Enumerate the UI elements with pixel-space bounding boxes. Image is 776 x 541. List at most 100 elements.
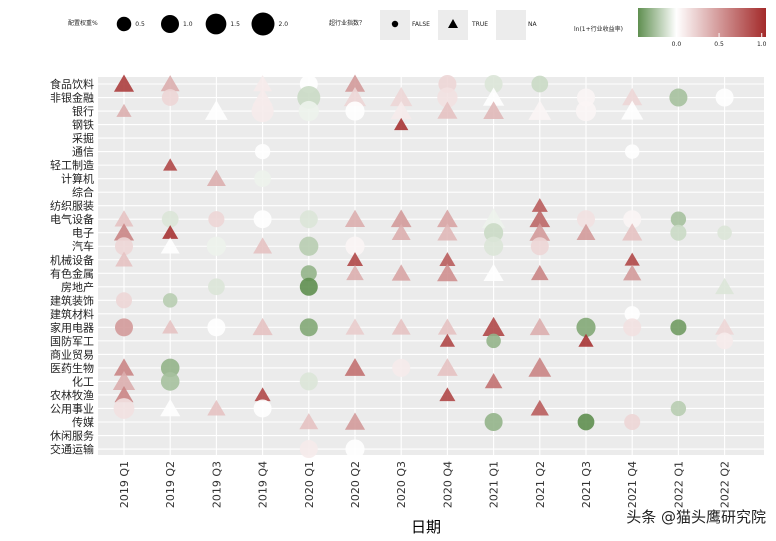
data-point-triangle bbox=[112, 370, 136, 391]
y-tick-label: 医药生物 bbox=[50, 361, 94, 375]
legend-color-title: ln(1+行业收益率) bbox=[574, 25, 623, 33]
data-point-circle bbox=[115, 292, 133, 309]
legend-size-label: 1.0 bbox=[183, 21, 193, 28]
y-tick-label: 建筑材料 bbox=[50, 307, 94, 321]
y-tick-label: 传媒 bbox=[72, 416, 94, 429]
data-point-triangle bbox=[115, 251, 133, 267]
data-point-triangle bbox=[530, 399, 549, 416]
data-point-circle bbox=[345, 439, 365, 459]
data-point-circle bbox=[162, 293, 178, 308]
data-point-triangle bbox=[390, 87, 413, 107]
legend-triangle-icon bbox=[448, 19, 458, 28]
data-point-triangle bbox=[390, 101, 412, 120]
data-point-triangle bbox=[346, 264, 364, 281]
data-point-circle bbox=[670, 400, 687, 417]
data-point-circle bbox=[345, 101, 365, 121]
data-point-triangle bbox=[437, 209, 458, 228]
data-point-circle bbox=[114, 318, 134, 337]
legend-shape-title: 超行业指数？ bbox=[329, 19, 365, 27]
data-point-triangle bbox=[531, 198, 548, 212]
x-tick-label: 2019 Q3 bbox=[210, 461, 223, 508]
data-point-triangle bbox=[252, 88, 273, 106]
data-point-triangle bbox=[531, 264, 549, 281]
data-point-circle bbox=[623, 318, 642, 337]
data-point-triangle bbox=[346, 252, 364, 266]
y-tick-label: 机械设备 bbox=[50, 253, 94, 267]
data-point-triangle bbox=[622, 88, 643, 106]
data-point-triangle bbox=[390, 209, 412, 228]
data-point-triangle bbox=[343, 87, 367, 107]
colorbar bbox=[638, 8, 766, 37]
data-point-circle bbox=[160, 358, 180, 378]
data-point-triangle bbox=[621, 100, 644, 120]
data-point-circle bbox=[113, 398, 135, 419]
y-tick-label: 采掘 bbox=[72, 131, 94, 145]
legend-shape-false-label: FALSE bbox=[412, 21, 430, 28]
data-point-circle bbox=[437, 87, 458, 108]
data-point-circle bbox=[251, 99, 274, 123]
plot-panel bbox=[98, 77, 764, 455]
data-point-circle bbox=[254, 143, 271, 160]
data-point-circle bbox=[484, 236, 504, 256]
x-tick-label: 2022 Q2 bbox=[719, 461, 732, 508]
data-point-triangle bbox=[163, 158, 178, 171]
y-tick-label: 国防军工 bbox=[50, 334, 94, 348]
data-point-circle bbox=[715, 88, 734, 107]
data-point-triangle bbox=[394, 117, 409, 131]
data-point-circle bbox=[624, 306, 640, 322]
x-tick-label: 2019 Q2 bbox=[164, 461, 177, 508]
data-point-triangle bbox=[345, 318, 365, 335]
data-point-circle bbox=[161, 210, 179, 228]
data-point-circle bbox=[716, 332, 733, 350]
data-point-circle bbox=[299, 372, 318, 391]
data-point-triangle bbox=[299, 413, 319, 430]
data-point-triangle bbox=[205, 100, 228, 120]
data-point-triangle bbox=[483, 101, 504, 120]
legend-size-label: 0.5 bbox=[135, 21, 145, 28]
x-tick-label: 2022 Q1 bbox=[672, 461, 685, 508]
data-point-circle bbox=[670, 211, 687, 227]
data-point-triangle bbox=[715, 277, 735, 295]
data-point-triangle bbox=[437, 223, 458, 241]
data-point-triangle bbox=[439, 387, 456, 402]
data-point-triangle bbox=[439, 333, 456, 347]
data-point-triangle bbox=[113, 358, 135, 376]
legend-size-label: 2.0 bbox=[279, 21, 289, 28]
data-point-circle bbox=[624, 144, 640, 159]
data-point-triangle bbox=[578, 333, 594, 347]
data-point-triangle bbox=[528, 100, 552, 120]
data-point-circle bbox=[392, 358, 411, 377]
data-point-triangle bbox=[391, 264, 411, 281]
legend-size-circle bbox=[251, 12, 275, 36]
legend-size-circle bbox=[160, 14, 180, 34]
x-axis-title: 日期 bbox=[411, 518, 441, 536]
y-tick-label: 家用电器 bbox=[50, 320, 94, 334]
data-point-triangle bbox=[529, 209, 551, 228]
legend-shape-na-label: NA bbox=[528, 21, 537, 28]
colorbar-tick-label: 0.5 bbox=[714, 41, 724, 48]
x-tick-label: 2021 Q3 bbox=[580, 461, 593, 508]
watermark-text: 头条 @猫头鹰研究院 bbox=[626, 508, 766, 526]
data-point-triangle bbox=[391, 318, 411, 335]
legend-shape: 超行业指数？ FALSE TRUE NA bbox=[329, 10, 537, 40]
y-tick-label: 钢铁 bbox=[72, 119, 94, 132]
data-point-triangle bbox=[529, 222, 551, 241]
y-tick-label: 通信 bbox=[72, 146, 94, 159]
data-point-triangle bbox=[160, 398, 181, 417]
y-tick-label: 综合 bbox=[72, 185, 94, 199]
legend-size-label: 1.5 bbox=[230, 21, 240, 28]
data-point-circle bbox=[575, 100, 597, 122]
data-point-triangle bbox=[528, 357, 552, 377]
data-point-circle bbox=[484, 74, 503, 94]
data-point-circle bbox=[624, 413, 641, 431]
data-point-circle bbox=[669, 88, 688, 107]
data-point-circle bbox=[253, 210, 272, 229]
data-point-circle bbox=[623, 210, 642, 229]
data-point-triangle bbox=[253, 237, 273, 254]
legend-size: 配置权重% 0.5 1.0 1.5 2.0 bbox=[68, 9, 288, 39]
data-point-circle bbox=[300, 265, 317, 282]
data-point-triangle bbox=[344, 74, 366, 92]
y-tick-label: 电子 bbox=[72, 227, 94, 240]
data-point-circle bbox=[206, 236, 226, 256]
data-point-triangle bbox=[482, 87, 505, 106]
